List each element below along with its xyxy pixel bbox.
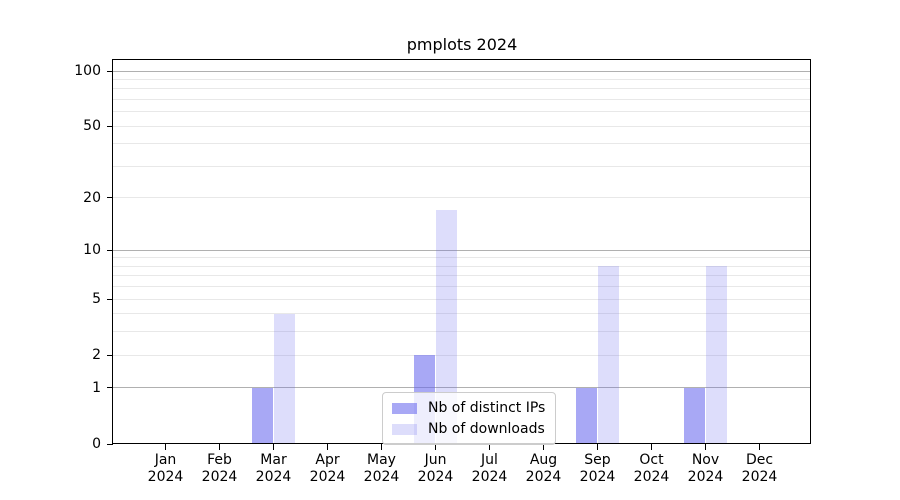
legend-label-distinct-ips: Nb of distinct IPs bbox=[428, 400, 546, 416]
y-tick-label-0: 0 bbox=[92, 436, 101, 452]
gridline-minor-y-20 bbox=[113, 197, 810, 199]
y-tick-mark-1 bbox=[107, 387, 113, 389]
legend-label-downloads: Nb of downloads bbox=[428, 421, 545, 437]
gridline-minor-y-40 bbox=[113, 143, 810, 145]
y-tick-label-5: 5 bbox=[92, 291, 101, 308]
gridline-major-y-1 bbox=[113, 387, 810, 389]
gridline-minor-y-50 bbox=[113, 125, 810, 127]
y-tick-label-2: 2 bbox=[92, 347, 101, 364]
gridline-minor-y-8 bbox=[113, 265, 810, 267]
gridline-minor-y-60 bbox=[113, 111, 810, 113]
y-tick-mark-2 bbox=[107, 354, 113, 356]
x-tick-mark-nov-2024 bbox=[705, 444, 706, 450]
x-tick-mark-jan-2024 bbox=[165, 444, 166, 450]
bar-nb-of-distinct-ips-mar-2024 bbox=[251, 387, 274, 443]
y-tick-label-50: 50 bbox=[83, 118, 101, 135]
bar-nb-of-downloads-sep-2024 bbox=[597, 266, 620, 443]
legend-swatch-downloads bbox=[392, 423, 417, 435]
x-tick-mark-jul-2024 bbox=[489, 444, 490, 450]
gridline-minor-y-30 bbox=[113, 165, 810, 167]
x-tick-mark-apr-2024 bbox=[327, 444, 328, 450]
gridline-minor-y-4 bbox=[113, 313, 810, 315]
bar-nb-of-distinct-ips-nov-2024 bbox=[683, 387, 706, 443]
gridline-minor-y-3 bbox=[113, 331, 810, 333]
x-tick-mark-aug-2024 bbox=[543, 444, 544, 450]
legend-swatch-distinct-ips bbox=[392, 402, 417, 414]
gridline-minor-y-7 bbox=[113, 275, 810, 277]
x-tick-label-aug-2024: Aug 2024 bbox=[525, 452, 562, 485]
x-tick-mark-jun-2024 bbox=[435, 444, 436, 450]
gridline-major-y-10 bbox=[113, 249, 810, 251]
bar-nb-of-distinct-ips-sep-2024 bbox=[575, 387, 598, 443]
gridline-minor-y-2 bbox=[113, 354, 810, 356]
x-tick-mark-mar-2024 bbox=[273, 444, 274, 450]
bar-nb-of-downloads-jun-2024 bbox=[435, 210, 458, 443]
x-tick-label-apr-2024: Apr 2024 bbox=[309, 452, 346, 485]
y-tick-mark-50 bbox=[107, 125, 113, 127]
x-tick-label-feb-2024: Feb 2024 bbox=[201, 452, 238, 485]
y-tick-mark-0 bbox=[107, 443, 113, 445]
x-tick-label-jun-2024: Jun 2024 bbox=[417, 452, 454, 485]
y-tick-mark-10 bbox=[107, 249, 113, 251]
legend-entry-distinct-ips: Nb of distinct IPs bbox=[392, 399, 545, 417]
x-tick-mark-may-2024 bbox=[381, 444, 382, 450]
y-tick-mark-20 bbox=[107, 197, 113, 199]
bar-nb-of-downloads-mar-2024 bbox=[273, 313, 296, 443]
chart-title: pmplots 2024 bbox=[406, 35, 518, 54]
gridline-minor-y-5 bbox=[113, 298, 810, 300]
gridline-minor-y-80 bbox=[113, 88, 810, 90]
y-tick-mark-100 bbox=[107, 70, 113, 72]
x-tick-label-sep-2024: Sep 2024 bbox=[579, 452, 616, 485]
x-tick-label-mar-2024: Mar 2024 bbox=[255, 452, 292, 485]
x-tick-label-dec-2024: Dec 2024 bbox=[741, 452, 778, 485]
x-tick-label-jul-2024: Jul 2024 bbox=[471, 452, 508, 485]
x-tick-mark-dec-2024 bbox=[759, 444, 760, 450]
gridline-major-y-100 bbox=[113, 70, 810, 72]
x-tick-label-jan-2024: Jan 2024 bbox=[147, 452, 184, 485]
x-tick-mark-oct-2024 bbox=[651, 444, 652, 450]
y-tick-label-20: 20 bbox=[83, 189, 101, 206]
gridline-minor-y-70 bbox=[113, 98, 810, 100]
y-tick-mark-5 bbox=[107, 298, 113, 300]
gridline-minor-y-6 bbox=[113, 286, 810, 288]
bar-nb-of-downloads-nov-2024 bbox=[705, 266, 728, 443]
x-tick-mark-feb-2024 bbox=[219, 444, 220, 450]
x-tick-label-may-2024: May 2024 bbox=[363, 452, 400, 485]
gridline-minor-y-9 bbox=[113, 257, 810, 259]
legend: Nb of distinct IPs Nb of downloads bbox=[382, 392, 557, 445]
y-tick-label-100: 100 bbox=[74, 63, 101, 79]
gridline-minor-y-90 bbox=[113, 78, 810, 80]
x-tick-label-nov-2024: Nov 2024 bbox=[687, 452, 724, 485]
legend-entry-downloads: Nb of downloads bbox=[392, 420, 545, 438]
y-tick-label-1: 1 bbox=[92, 379, 101, 396]
x-tick-label-oct-2024: Oct 2024 bbox=[633, 452, 670, 485]
x-tick-mark-sep-2024 bbox=[597, 444, 598, 450]
y-tick-label-10: 10 bbox=[83, 242, 101, 259]
